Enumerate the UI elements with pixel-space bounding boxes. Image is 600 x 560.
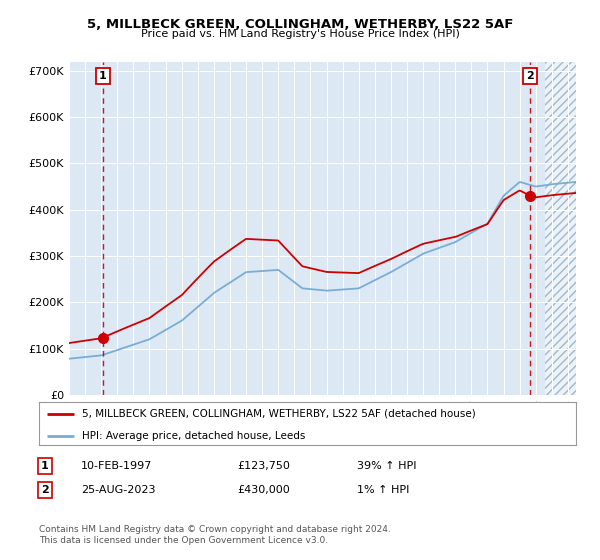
Text: Price paid vs. HM Land Registry's House Price Index (HPI): Price paid vs. HM Land Registry's House … bbox=[140, 29, 460, 39]
Text: 1% ↑ HPI: 1% ↑ HPI bbox=[357, 485, 409, 495]
Text: 2: 2 bbox=[526, 71, 534, 81]
Text: 1: 1 bbox=[41, 461, 49, 471]
Text: 10-FEB-1997: 10-FEB-1997 bbox=[81, 461, 152, 471]
Text: 2: 2 bbox=[41, 485, 49, 495]
Text: 5, MILLBECK GREEN, COLLINGHAM, WETHERBY, LS22 5AF (detached house): 5, MILLBECK GREEN, COLLINGHAM, WETHERBY,… bbox=[82, 409, 476, 419]
Text: 5, MILLBECK GREEN, COLLINGHAM, WETHERBY, LS22 5AF: 5, MILLBECK GREEN, COLLINGHAM, WETHERBY,… bbox=[87, 18, 513, 31]
Text: 39% ↑ HPI: 39% ↑ HPI bbox=[357, 461, 416, 471]
Text: Contains HM Land Registry data © Crown copyright and database right 2024.
This d: Contains HM Land Registry data © Crown c… bbox=[39, 525, 391, 545]
Text: 1: 1 bbox=[99, 71, 107, 81]
Text: £123,750: £123,750 bbox=[237, 461, 290, 471]
Text: £430,000: £430,000 bbox=[237, 485, 290, 495]
Text: HPI: Average price, detached house, Leeds: HPI: Average price, detached house, Leed… bbox=[82, 431, 305, 441]
Text: 25-AUG-2023: 25-AUG-2023 bbox=[81, 485, 155, 495]
